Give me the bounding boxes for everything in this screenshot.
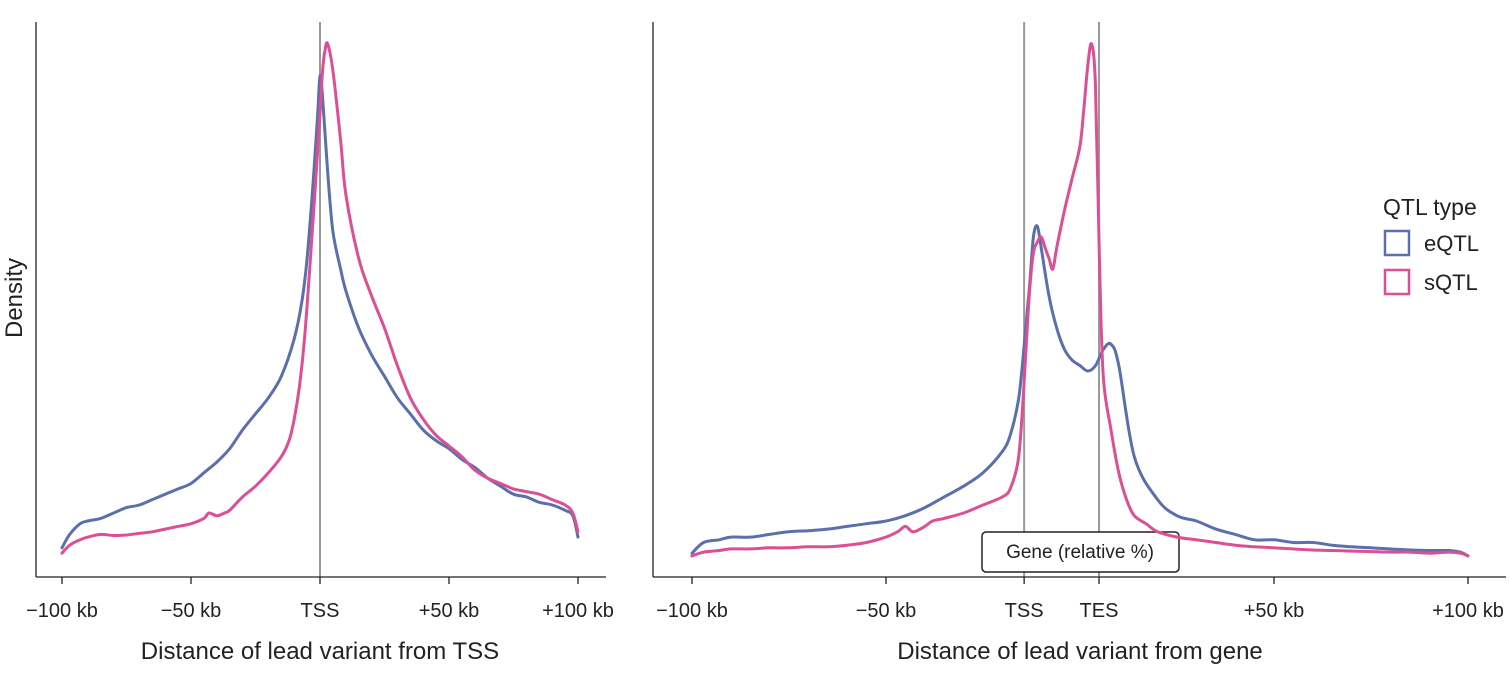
x-tick-label: +100 kb: [1432, 600, 1504, 622]
legend-swatch-sqtl: [1383, 268, 1411, 296]
x-tick-label: TES: [1080, 600, 1119, 622]
legend: QTL type eQTL sQTL: [1383, 194, 1479, 296]
legend-label-sqtl: sQTL: [1424, 270, 1478, 295]
legend-title: QTL type: [1383, 194, 1477, 220]
x-tick-label: +50 kb: [1244, 600, 1305, 622]
chart-right: Gene (relative %) −100 kb −50 kb TSS TES +50…: [652, 22, 1506, 665]
y-axis-title: Density: [1, 258, 28, 338]
x-axis-ticks: −100 kb −50 kb TSS TES +50 kb +100 kb: [656, 577, 1504, 622]
chart-left: −100 kb −50 kb TSS +50 kb +100 kb Distance o…: [26, 22, 614, 665]
density-curves: [690, 41, 1470, 558]
x-tick-label: +100 kb: [542, 600, 614, 622]
gene-relative-annotation: Gene (relative %): [981, 531, 1180, 573]
x-tick-label: −100 kb: [26, 600, 98, 622]
series-line-sqtl: [60, 41, 580, 555]
x-tick-label: TSS: [301, 600, 340, 622]
legend-label-eqtl: eQTL: [1424, 231, 1479, 256]
x-tick-label: −50 kb: [856, 600, 917, 622]
x-axis-title: Distance of lead variant from TSS: [141, 638, 499, 665]
x-axis-title: Distance of lead variant from gene: [897, 638, 1263, 665]
gene-boundary-lines: [1023, 22, 1101, 577]
x-tick-label: +50 kb: [419, 600, 480, 622]
series-line-eqtl: [690, 224, 1470, 558]
x-tick-label: −50 kb: [161, 600, 222, 622]
legend-swatch-eqtl: [1383, 229, 1411, 257]
x-axis-ticks: −100 kb −50 kb TSS +50 kb +100 kb: [26, 577, 614, 622]
series-line-sqtl: [690, 41, 1470, 558]
density-curves: [60, 41, 580, 555]
x-tick-label: −100 kb: [656, 600, 728, 622]
gene-annotation-label: Gene (relative %): [1006, 542, 1154, 563]
x-tick-label: TSS: [1005, 600, 1044, 622]
